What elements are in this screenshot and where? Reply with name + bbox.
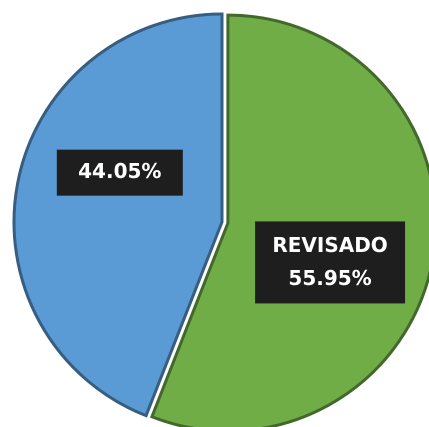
data-label: REVISADO 55.95%: [255, 221, 406, 304]
pie-slice: [12, 12, 224, 418]
value-label: 55.95%: [288, 266, 371, 290]
label-box: [56, 149, 183, 196]
label-box: [255, 221, 406, 304]
pie-slice: [149, 13, 429, 427]
data-label: 44.05%: [56, 149, 183, 196]
category-label: REVISADO: [272, 233, 387, 257]
value-label: 44.05%: [78, 159, 161, 183]
